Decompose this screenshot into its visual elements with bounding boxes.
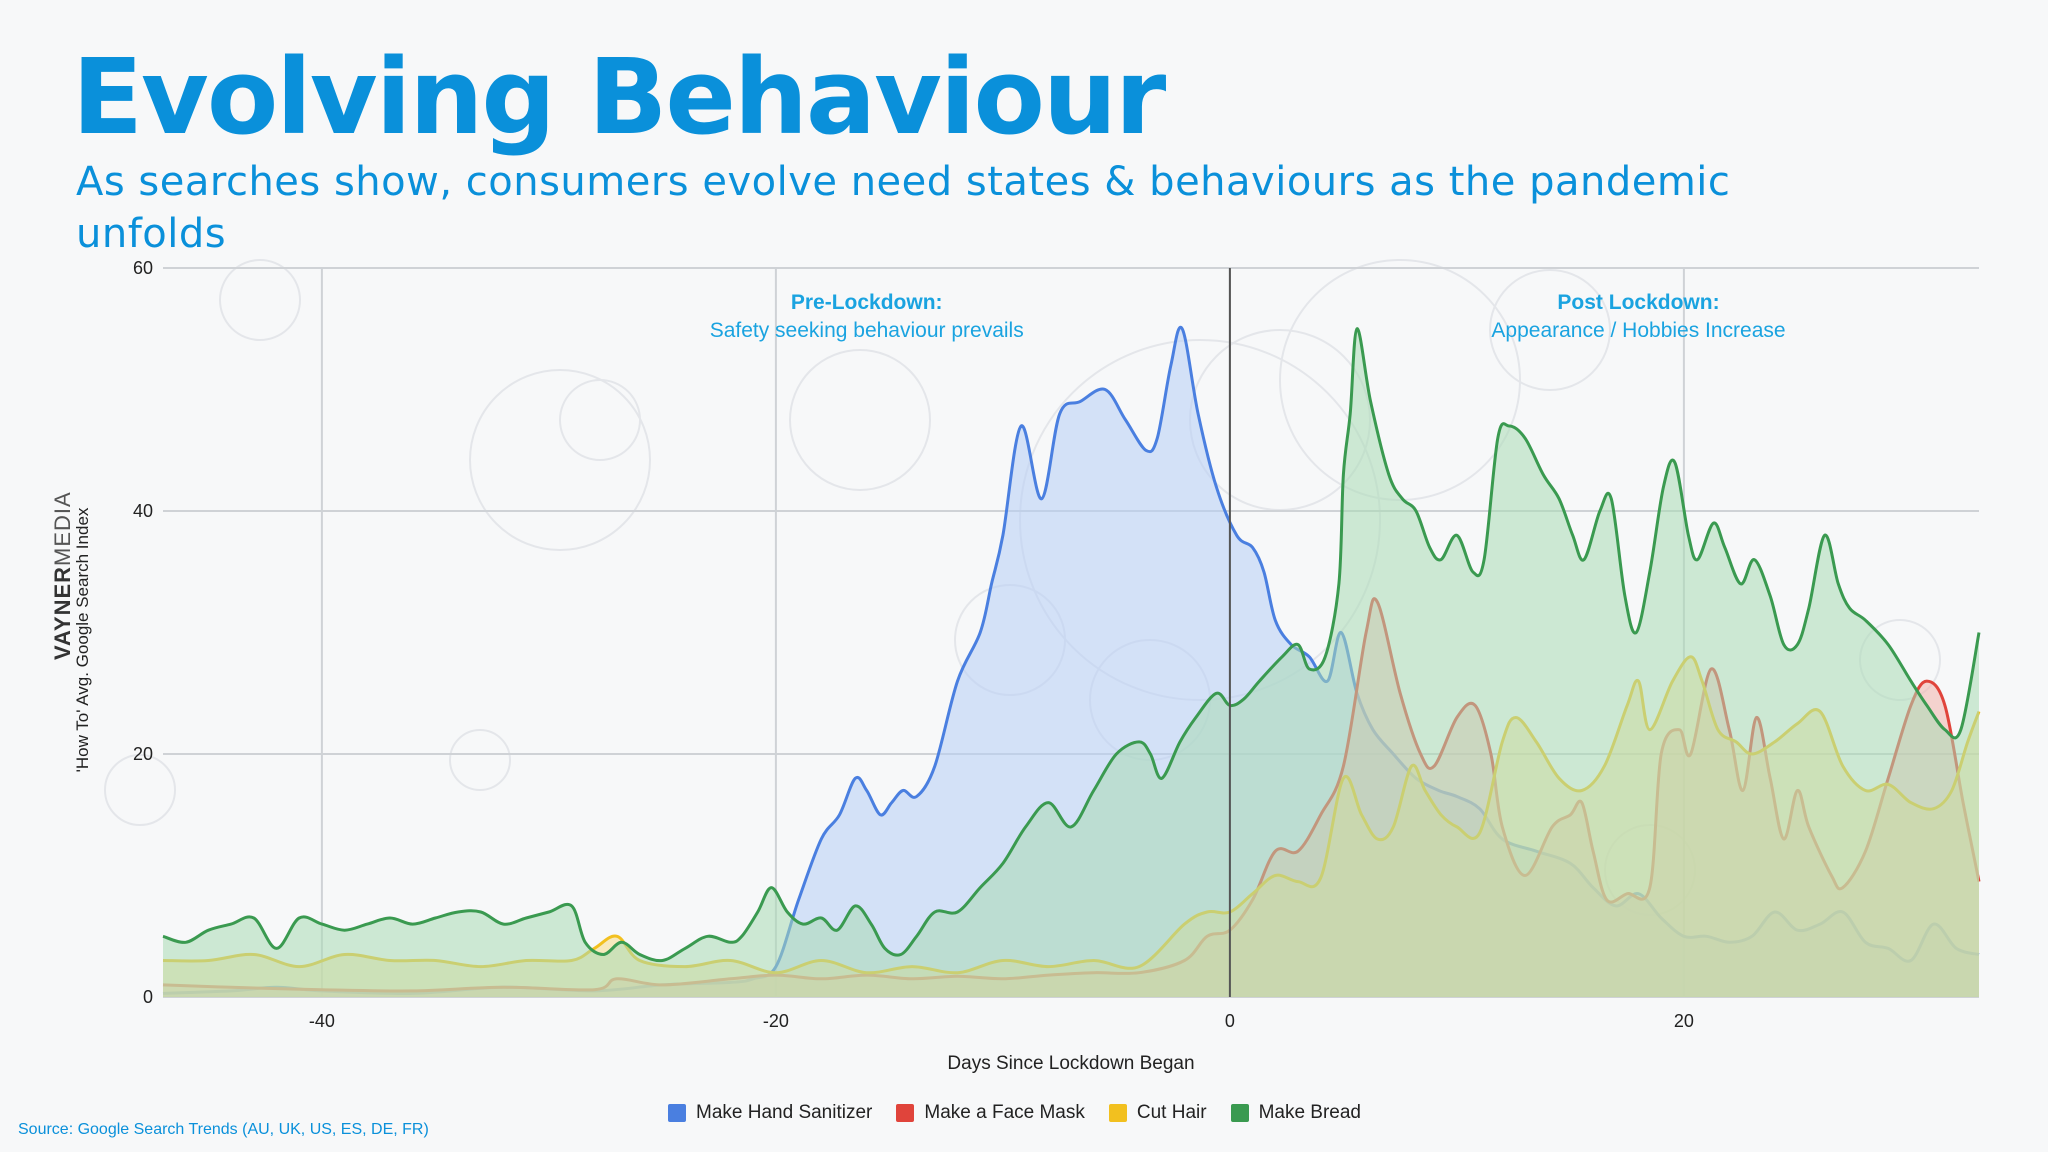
legend-item-0: Make Hand Sanitizer (668, 1102, 872, 1124)
annotation-text-0: Safety seeking behaviour prevails (710, 319, 1024, 342)
chart-legend: Make Hand Sanitizer Make a Face Mask Cut H… (668, 1102, 1361, 1124)
page-subtitle: As searches show, consumers evolve need … (76, 159, 1731, 257)
series-area-0 (163, 327, 1979, 997)
x-tick-label: 0 (1225, 1011, 1235, 1031)
legend-label: Cut Hair (1136, 1102, 1207, 1123)
legend-swatch (668, 1104, 686, 1122)
legend-label: Make Hand Sanitizer (696, 1102, 873, 1123)
legend-item-1: Make a Face Mask (896, 1102, 1085, 1124)
annotation-title-0: Pre-Lockdown: (791, 291, 943, 314)
x-tick-label: -20 (763, 1011, 789, 1031)
y-tick-label: 60 (133, 258, 153, 278)
series-area-3 (163, 328, 1979, 998)
y-tick-label: 0 (143, 987, 153, 1007)
y-axis-label: 'How To' Avg. Google Search Index (73, 507, 92, 772)
source-note: Source: Google Search Trends (AU, UK, US… (18, 1121, 429, 1138)
x-tick-label: -40 (309, 1011, 335, 1031)
legend-item-2: Cut Hair (1108, 1102, 1207, 1124)
legend-label: Make Bread (1258, 1102, 1362, 1123)
y-tick-label: 40 (133, 501, 153, 521)
x-tick-label: 20 (1674, 1011, 1694, 1031)
legend-item-3: Make Bread (1230, 1102, 1362, 1124)
annotation-title-1: Post Lockdown: (1557, 291, 1719, 314)
legend-swatch (1230, 1104, 1249, 1122)
y-tick-label: 20 (133, 744, 153, 764)
page-title: Evolving Behaviour (72, 36, 1166, 158)
legend-swatch (1108, 1104, 1127, 1122)
annotation-text-1: Appearance / Hobbies Increase (1491, 319, 1785, 342)
legend-swatch (896, 1104, 915, 1122)
x-axis-label: Days Since Lockdown Began (947, 1053, 1194, 1074)
series-line-3 (162, 327, 1981, 963)
legend-label: Make a Face Mask (924, 1102, 1085, 1123)
